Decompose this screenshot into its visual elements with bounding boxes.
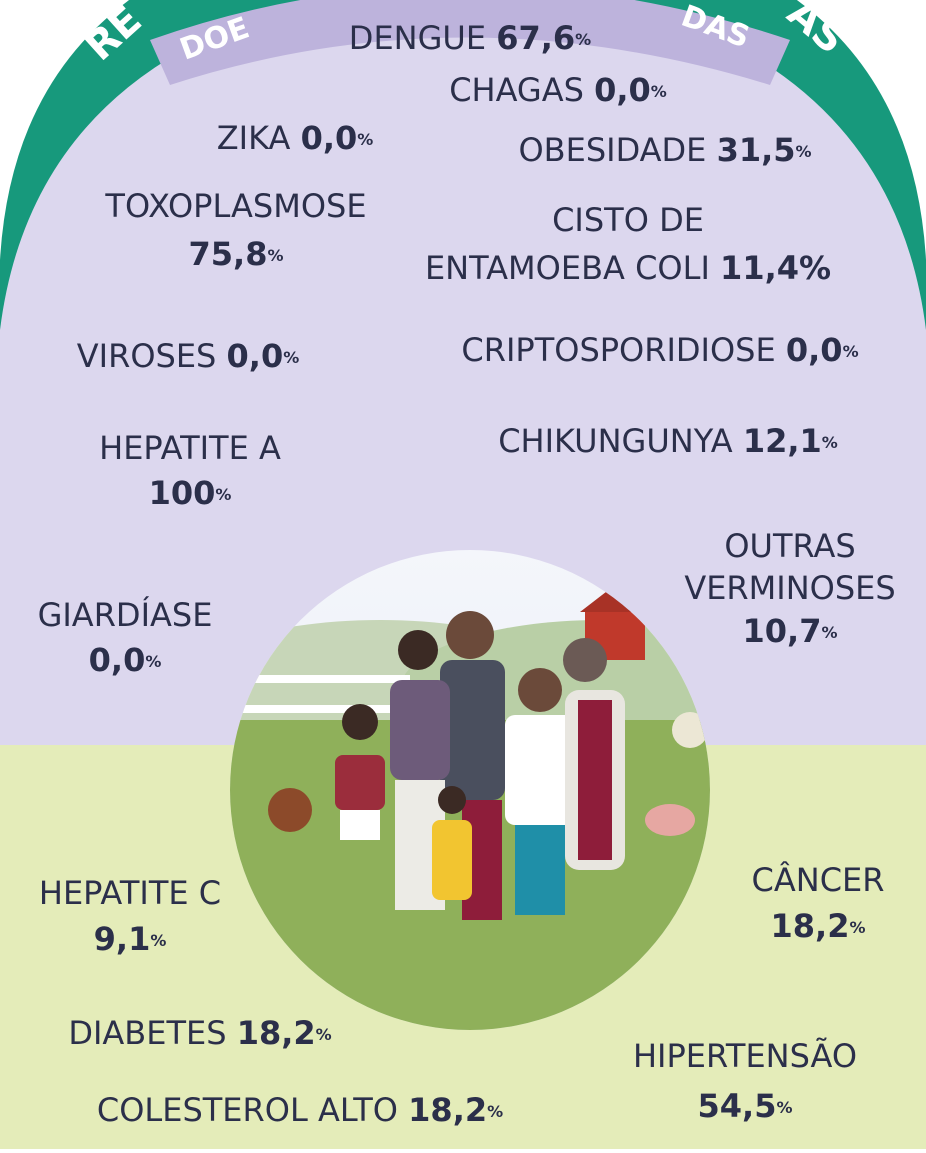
percentage-value: 0,0 <box>227 337 284 375</box>
disease-name: ZIKA <box>217 119 291 157</box>
percent-sign: % <box>145 652 161 671</box>
disease-line: HIPERTENSÃO <box>633 1037 857 1075</box>
disease-item: COLESTEROL ALTO 18,2% <box>97 1091 503 1129</box>
disease-name: CHIKUNGUNYA <box>498 422 733 460</box>
disease-name: VERMINOSES <box>684 569 895 607</box>
percentage-value: 18,2 <box>408 1091 487 1129</box>
space <box>710 249 720 287</box>
disease-item: DENGUE 67,6% <box>349 19 591 57</box>
disease-line: COLESTEROL ALTO 18,2% <box>97 1091 503 1129</box>
disease-name: TOXOPLASMOSE <box>104 187 366 225</box>
disease-name: CISTO DE <box>552 201 704 239</box>
disease-name: HIPERTENSÃO <box>633 1037 857 1075</box>
disease-item: CRIPTOSPORIDIOSE 0,0% <box>461 331 858 369</box>
disease-line: OUTRAS <box>724 527 855 565</box>
disease-line: DIABETES 18,2% <box>68 1014 331 1052</box>
percentage-value: 9,1 <box>94 920 151 958</box>
percentage-value: 18,2 <box>237 1014 316 1052</box>
percent-sign: % <box>316 1025 332 1044</box>
disease-name: CRIPTOSPORIDIOSE <box>461 331 775 369</box>
space <box>216 337 226 375</box>
disease-name: CÂNCER <box>752 861 885 899</box>
disease-name: HEPATITE A <box>99 429 281 467</box>
percent-sign: % <box>796 142 812 161</box>
percent-sign: % <box>267 246 283 265</box>
space <box>733 422 743 460</box>
disease-line: DENGUE 67,6% <box>349 19 591 57</box>
disease-line: GIARDÍASE <box>38 596 213 634</box>
disease-name: VIROSES <box>77 337 217 375</box>
disease-line: CÂNCER <box>752 861 885 899</box>
disease-line: ENTAMOEBA COLI 11,4% <box>425 249 831 287</box>
percent-sign: % <box>357 130 373 149</box>
percentage-value: 18,2 <box>771 907 850 945</box>
percent-sign: % <box>849 918 865 937</box>
disease-name: OBESIDADE <box>518 131 706 169</box>
percentage-value: 31,5 <box>717 131 796 169</box>
percentage-value: 67,6 <box>496 19 575 57</box>
disease-line: CISTO DE <box>552 201 704 239</box>
percent-sign: % <box>822 433 838 452</box>
disease-line: CHAGAS 0,0% <box>449 71 667 109</box>
disease-name: GIARDÍASE <box>38 596 213 634</box>
percentage-value: 100 <box>149 474 216 512</box>
disease-item: OBESIDADE 31,5% <box>518 131 811 169</box>
space <box>706 131 716 169</box>
space <box>227 1014 237 1052</box>
percent-sign: % <box>150 931 166 950</box>
percentage-value: 0,0 <box>301 119 358 157</box>
disease-line: HEPATITE C <box>39 874 221 912</box>
disease-line: HEPATITE A <box>99 429 281 467</box>
disease-line: OBESIDADE 31,5% <box>518 131 811 169</box>
disease-name: COLESTEROL ALTO <box>97 1091 398 1129</box>
percentage-value: 12,1 <box>743 422 822 460</box>
disease-item: DIABETES 18,2% <box>68 1014 331 1052</box>
infographic: RE DOE DAS AS DENGUE 67,6%CHAGAS 0,0%ZIK… <box>0 0 926 1149</box>
space <box>290 119 300 157</box>
disease-name: ENTAMOEBA COLI <box>425 249 710 287</box>
disease-item: ZIKA 0,0% <box>217 119 374 157</box>
percentage-value: 11,4% <box>720 249 831 287</box>
disease-item: VIROSES 0,0% <box>77 337 299 375</box>
percent-sign: % <box>821 623 837 642</box>
percent-sign: % <box>215 485 231 504</box>
percentage-value: 0,0 <box>786 331 843 369</box>
space <box>486 19 496 57</box>
percent-sign: % <box>283 348 299 367</box>
disease-name: HEPATITE C <box>39 874 221 912</box>
disease-item: CHAGAS 0,0% <box>449 71 667 109</box>
disease-item: CHIKUNGUNYA 12,1% <box>498 422 838 460</box>
disease-line: TOXOPLASMOSE <box>104 187 366 225</box>
disease-name: DIABETES <box>68 1014 226 1052</box>
disease-line: VERMINOSES <box>684 569 895 607</box>
disease-line: ZIKA 0,0% <box>217 119 374 157</box>
percent-sign: % <box>487 1102 503 1121</box>
disease-line: CHIKUNGUNYA 12,1% <box>498 422 838 460</box>
disease-name: CHAGAS <box>449 71 584 109</box>
percent-sign: % <box>843 342 859 361</box>
space <box>398 1091 408 1129</box>
percentage-value: 75,8 <box>189 235 268 273</box>
percentage-value: 54,5 <box>698 1087 777 1125</box>
disease-name: DENGUE <box>349 19 486 57</box>
space <box>776 331 786 369</box>
space <box>584 71 594 109</box>
percent-sign: % <box>651 82 667 101</box>
percentage-value: 10,7 <box>743 612 822 650</box>
percent-sign: % <box>776 1098 792 1117</box>
percentage-value: 0,0 <box>594 71 651 109</box>
percentage-value: 0,0 <box>89 641 146 679</box>
percent-sign: % <box>575 30 591 49</box>
disease-name: OUTRAS <box>724 527 855 565</box>
disease-line: CRIPTOSPORIDIOSE 0,0% <box>461 331 858 369</box>
disease-line: VIROSES 0,0% <box>77 337 299 375</box>
